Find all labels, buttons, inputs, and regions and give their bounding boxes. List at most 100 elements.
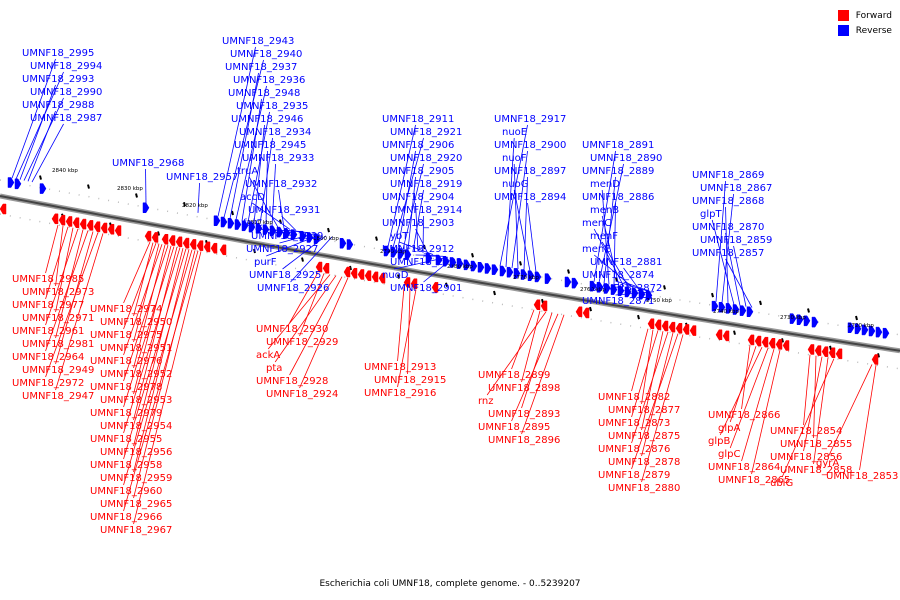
leader-line [235, 85, 267, 220]
leader-line [603, 176, 616, 284]
reverse-gene [789, 313, 797, 324]
reverse-gene [39, 183, 47, 194]
reverse-gene-label: UMNF18_2904 [382, 192, 454, 203]
reverse-gene-label: UMNF18_2868 [692, 196, 764, 207]
forward-gene [315, 261, 323, 273]
scale-tick [349, 265, 352, 271]
reverse-gene [339, 238, 347, 249]
forward-gene-label: UMNF18_2877 [608, 405, 680, 416]
reverse-gene [306, 232, 314, 243]
forward-gene [371, 271, 379, 283]
reverse-gene-label: UMNF18_2857 [692, 248, 764, 259]
leader-line [505, 137, 515, 268]
forward-gene-label: UMNF18_2898 [488, 383, 560, 394]
leader-line [223, 59, 264, 218]
reverse-gene [854, 323, 862, 335]
leader-line [253, 124, 265, 224]
forward-gene-label: glpB [708, 436, 730, 447]
leader-line [527, 202, 537, 273]
kbp-label: 2730 kbp [780, 315, 806, 321]
reverse-gene-label: UMNF18_2894 [494, 192, 566, 203]
forward-gene-label: UMNF18_2961 [12, 326, 84, 337]
forward-gene-label: UMNF18_2853 [826, 471, 898, 482]
reverse-gene [564, 276, 572, 288]
legend-reverse: Reverse [837, 23, 892, 38]
gene-labels: UMNF18_2995 UMNF18_2994 UMNF18_2993 UMNF18_… [12, 36, 898, 536]
leader-line [499, 124, 528, 267]
forward-gene [661, 320, 669, 332]
leader-line [422, 215, 424, 253]
reverse-gene [404, 249, 412, 260]
reverse-gene-label: menE [582, 244, 611, 255]
forward-gene-label: UMNF18_2924 [266, 389, 338, 400]
reverse-gene [861, 324, 869, 336]
leader-line [741, 348, 775, 462]
forward-gene [203, 241, 211, 253]
leader-line [123, 243, 157, 330]
leader-line [282, 235, 327, 270]
reverse-gene-label: UMNF18_2932 [245, 179, 317, 190]
leader-line [133, 244, 166, 369]
scale-tick [183, 202, 186, 207]
leader-line [27, 110, 56, 182]
reverse-gene [456, 258, 464, 269]
reverse-gene [711, 300, 719, 312]
leader-line [45, 228, 79, 326]
reverse-gene-label: UMNF18_2931 [248, 205, 320, 216]
leader-line [803, 354, 811, 426]
forward-gene-label: UMNF18_2930 [256, 324, 328, 335]
reverse-gene [617, 285, 625, 297]
forward-gene [761, 336, 769, 348]
forward-gene-label: UMNF18_2964 [12, 352, 84, 363]
kbp-label: 2800 kbp [313, 236, 339, 242]
forward-gene [722, 330, 730, 342]
forward-gene-label: UMNF18_2913 [364, 362, 436, 373]
forward-gene-label: rnz [478, 396, 494, 407]
reverse-gene-label: nuoG [502, 179, 529, 190]
forward-gene [189, 239, 197, 250]
leader-line [133, 248, 184, 447]
forward-gene [210, 242, 218, 254]
forward-gene-label: UMNF18_2952 [100, 369, 172, 380]
reverse-gene [571, 277, 579, 289]
leader-line [711, 219, 735, 305]
reverse-gene-label: UMNF18_2935 [236, 101, 308, 112]
forward-gene [689, 325, 697, 336]
gene-arrows [0, 177, 890, 365]
forward-gene-label: UMNF18_2899 [478, 370, 550, 381]
forward-gene-label: UMNF18_2958 [90, 460, 162, 471]
reverse-gene-label: UMNF18_2891 [582, 140, 654, 151]
forward-gene-label: UMNF18_2895 [478, 422, 550, 433]
legend-forward: Forward [837, 8, 892, 23]
legend-forward-label: Forward [855, 10, 892, 21]
scale-tick [135, 193, 138, 198]
leader-line [631, 333, 679, 470]
scale-tick [733, 330, 736, 335]
scale-tick [589, 306, 592, 312]
leader-line [859, 365, 877, 471]
reverse-gene [868, 325, 876, 337]
kbp-label: 2790 kbp [380, 249, 406, 255]
reverse-gene [477, 262, 485, 273]
forward-gene-label: UMNF18_2949 [22, 365, 94, 376]
reverse-gene-label: UMNF18_2889 [582, 166, 654, 177]
reverse-gene [269, 225, 277, 237]
forward-gene-label: UMNF18_2858 [780, 465, 852, 476]
reverse-gene-label: UMNF18_2872 [590, 283, 662, 294]
reverse-gene-label: UMNF18_2936 [233, 75, 305, 86]
leader-line [729, 346, 757, 423]
reverse-gene [14, 178, 22, 190]
forward-gene [715, 329, 723, 341]
leader-line [123, 248, 187, 460]
forward-gene-label: UMNF18_2979 [90, 408, 162, 419]
scale-tick [375, 236, 378, 241]
kbp-label: 2810 kbp [247, 220, 273, 226]
leader-line [521, 310, 541, 383]
reverse-gene [725, 303, 733, 314]
leader-line [45, 226, 69, 300]
leader-line [229, 72, 259, 219]
leader-line [271, 163, 276, 227]
leader-line [133, 243, 160, 343]
leader-line [217, 46, 256, 217]
forward-gene-label: UMNF18_2973 [22, 287, 94, 298]
